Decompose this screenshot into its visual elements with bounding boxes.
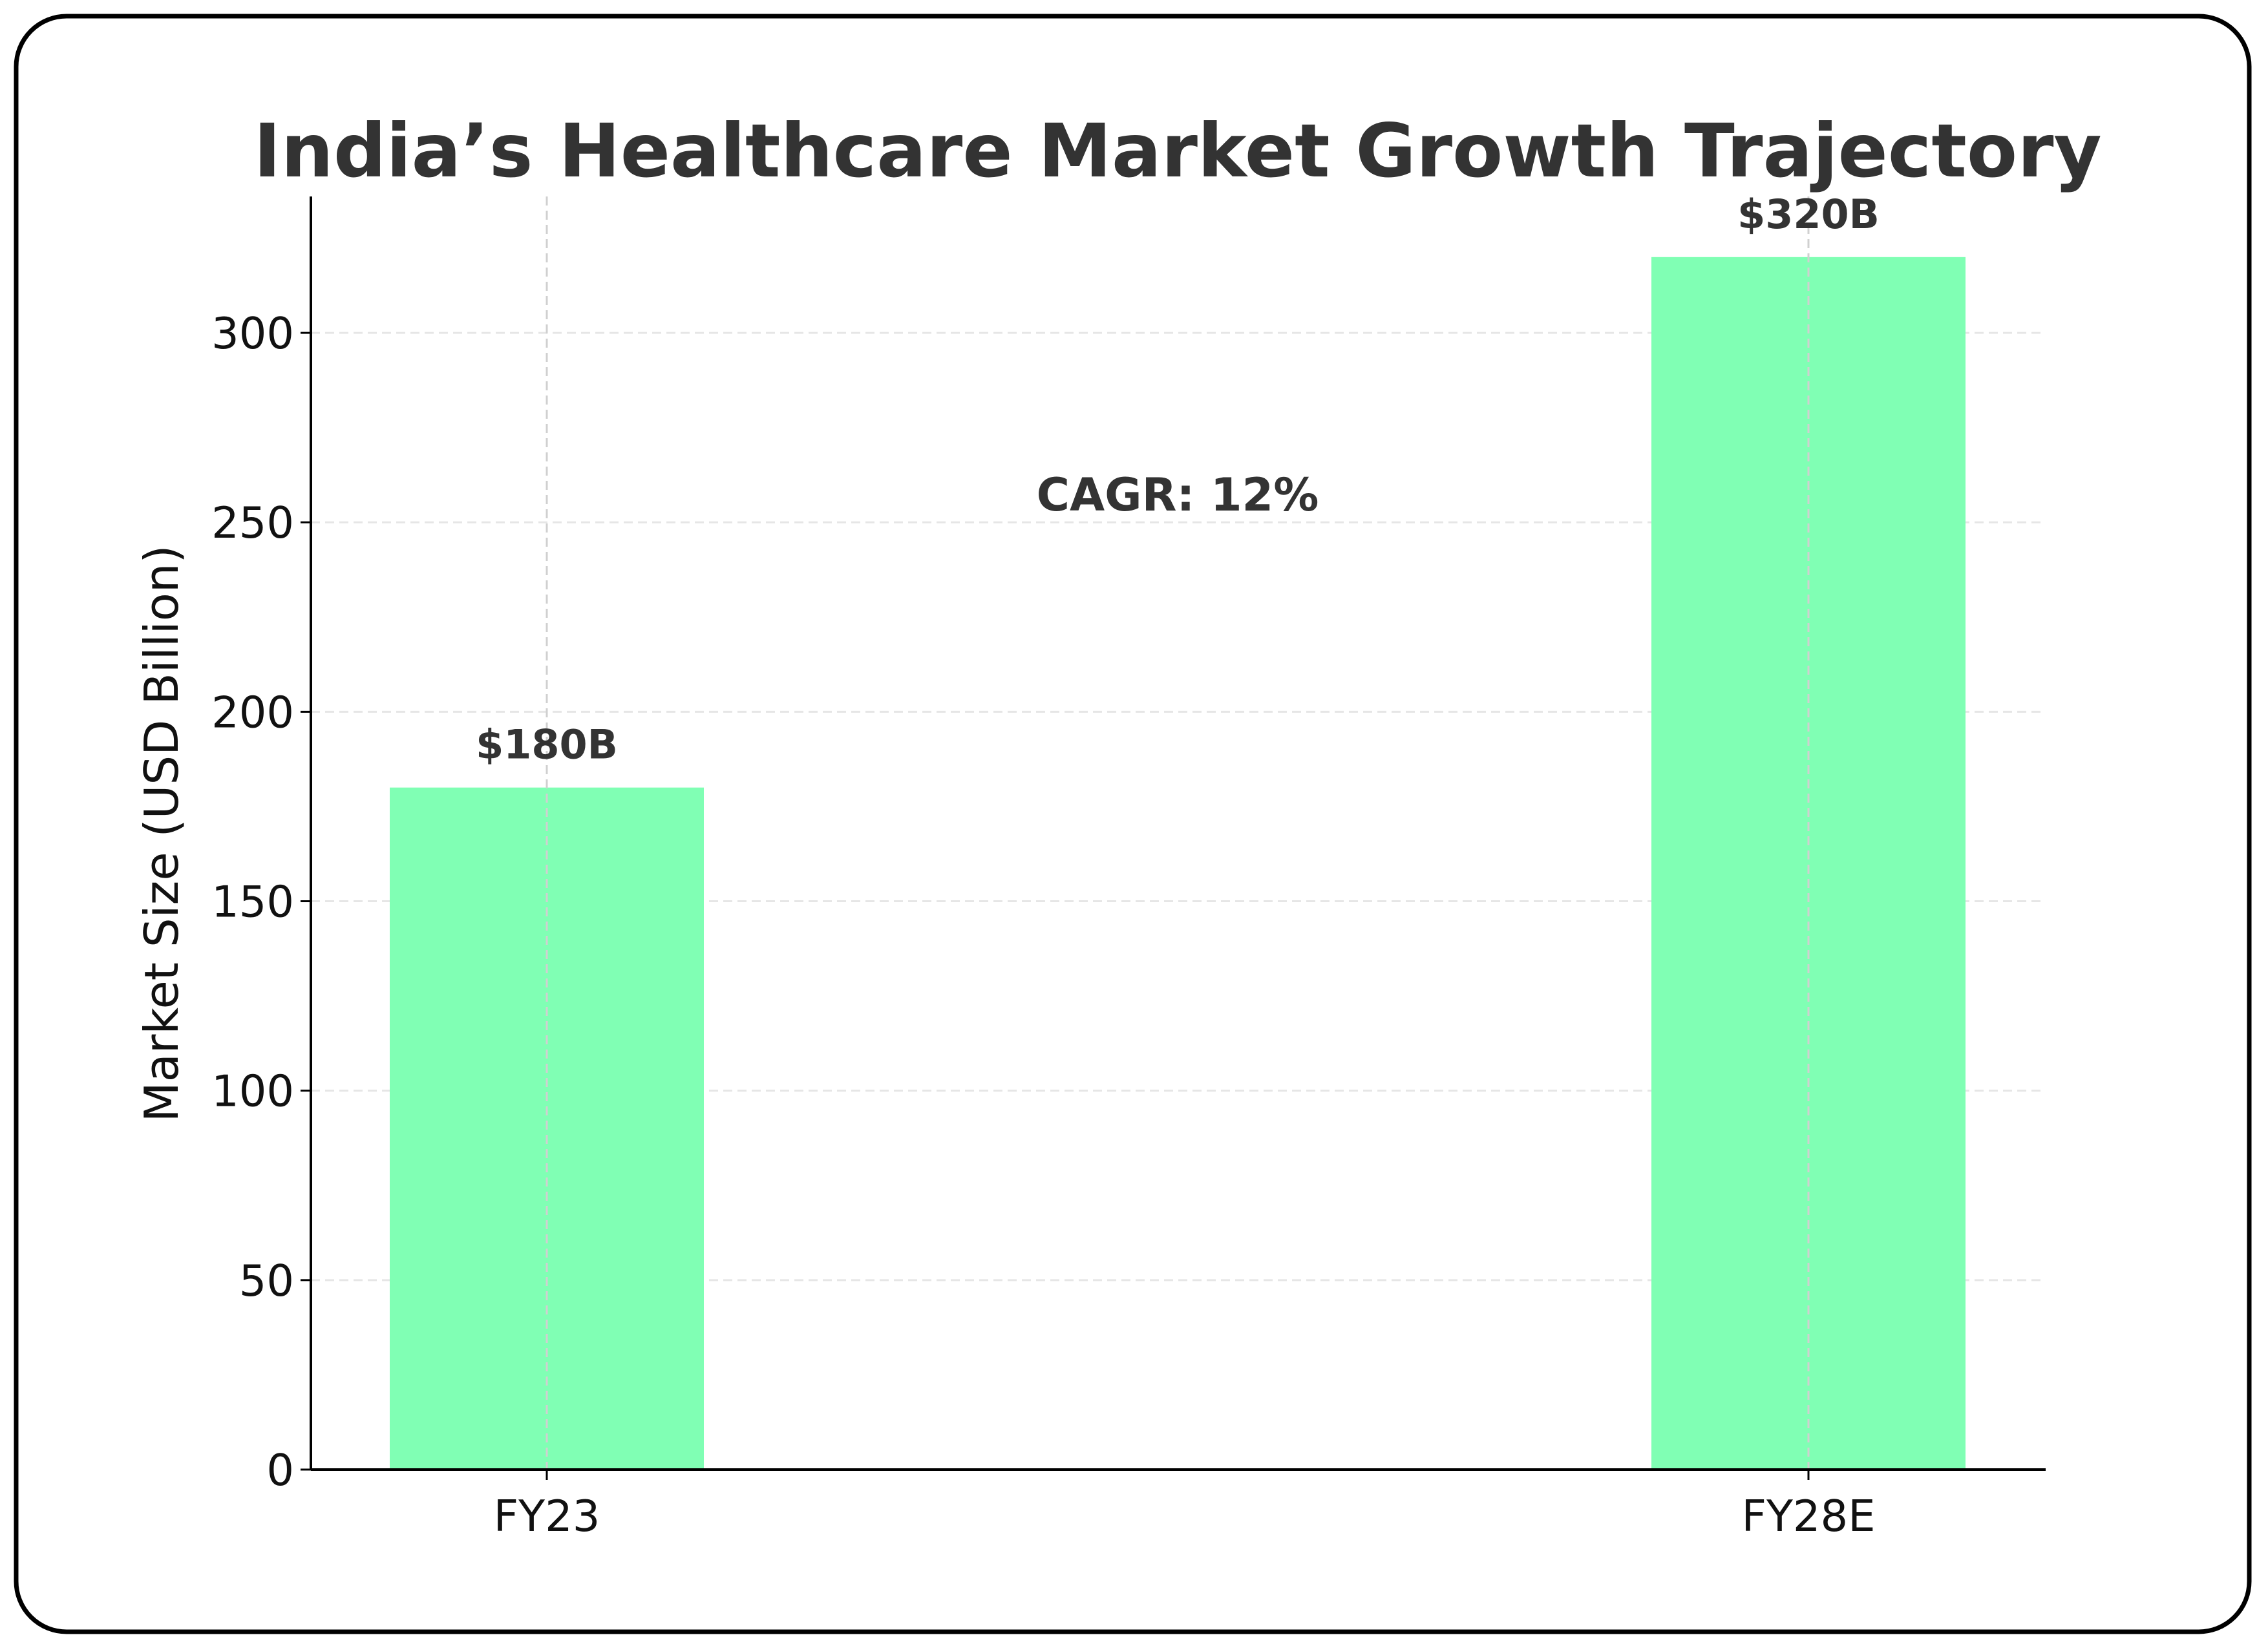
chart-title: India’s Healthcare Market Growth Traject… — [253, 108, 2101, 194]
labels: 0 50 100 150 200 250 300 FY23 $180B FY28E $320B — [211, 191, 1880, 1541]
y-tick-label: 0 — [266, 1445, 294, 1495]
y-axis-label: Market Size (USD Billion) — [134, 545, 189, 1122]
y-tick-label: 200 — [211, 687, 294, 737]
data-label: $320B — [1737, 191, 1880, 238]
x-tick-label: FY28E — [1741, 1491, 1875, 1541]
data-label: $180B — [476, 721, 618, 768]
y-tick-label: 100 — [211, 1066, 294, 1117]
cagr-annotation: CAGR: 12% — [1037, 469, 1319, 522]
y-tick-label: 250 — [211, 498, 294, 548]
y-tick-label: 150 — [211, 877, 294, 927]
y-tick-label: 50 — [239, 1256, 294, 1306]
x-tick-label: FY23 — [494, 1491, 600, 1541]
axes — [301, 196, 2046, 1480]
vertical-grid — [546, 196, 1810, 1470]
y-tick-label: 300 — [211, 308, 294, 359]
